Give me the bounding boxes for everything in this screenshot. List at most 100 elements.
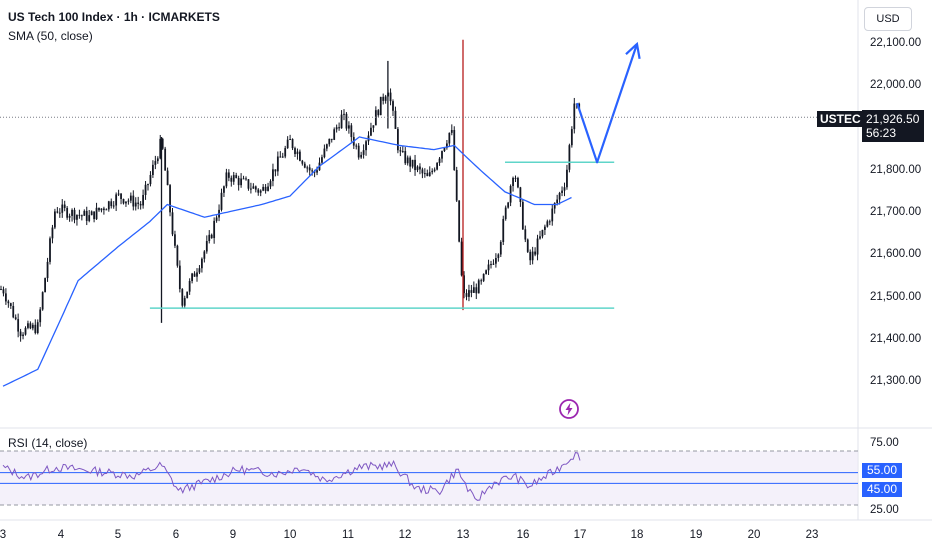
candle <box>475 283 478 300</box>
candle-body <box>164 148 167 171</box>
candle <box>274 169 277 177</box>
candle <box>39 307 42 327</box>
candle-body <box>487 264 490 271</box>
candle-body <box>95 207 98 220</box>
candle <box>374 106 377 126</box>
time-tick-label: 19 <box>689 529 703 541</box>
lightning-icon[interactable] <box>558 398 580 420</box>
candle-body <box>210 234 213 239</box>
candle-body <box>475 287 478 294</box>
candle <box>132 190 135 211</box>
candle-body <box>127 200 130 202</box>
sma-indicator-label[interactable]: SMA (50, close) <box>8 29 93 43</box>
candle-body <box>88 215 91 221</box>
candle-body <box>46 261 49 279</box>
candle-body <box>426 173 429 177</box>
candle <box>482 273 485 283</box>
candle <box>169 184 171 217</box>
candle-body <box>495 257 497 264</box>
candle-body <box>230 177 233 182</box>
candle <box>156 156 159 164</box>
candle-body <box>156 158 159 162</box>
candle <box>107 200 110 212</box>
candle <box>78 209 81 219</box>
candle-body <box>570 129 573 146</box>
candle <box>318 157 321 171</box>
time-tick-label: 5 <box>114 529 122 541</box>
candle <box>399 146 402 157</box>
candle <box>90 210 93 216</box>
candle-body <box>416 166 419 171</box>
candle <box>147 183 149 191</box>
time-tick-label: 9 <box>229 529 237 541</box>
candle-body <box>460 241 463 276</box>
candle <box>58 208 61 218</box>
candle <box>46 257 49 282</box>
candle-body <box>546 221 549 227</box>
candle-body <box>343 113 345 115</box>
candle <box>164 146 167 171</box>
candle <box>490 260 492 269</box>
candle-body <box>142 194 144 206</box>
candle <box>279 151 282 158</box>
candle-body <box>463 275 465 294</box>
candle-body <box>213 220 216 239</box>
candle <box>343 109 345 121</box>
candle-body <box>78 214 81 216</box>
candle-body <box>544 226 546 230</box>
candle-body <box>93 211 95 220</box>
candle-body <box>345 113 348 129</box>
candle-body <box>132 195 135 207</box>
candle-body <box>85 210 88 221</box>
candle <box>460 237 463 277</box>
price-tick-label: 21,400.00 <box>870 332 922 345</box>
candle-body <box>252 186 255 189</box>
candle <box>127 198 130 205</box>
candle <box>517 176 519 189</box>
candle <box>544 224 546 235</box>
candle <box>254 185 257 193</box>
candle <box>436 162 438 171</box>
price-tick-label: 21,700.00 <box>870 206 922 218</box>
candle <box>281 152 284 158</box>
candle <box>541 229 544 239</box>
candle-body <box>512 177 514 187</box>
candle-body <box>553 202 556 209</box>
candle-body <box>63 204 66 208</box>
price-tick-label: 22,100.00 <box>870 37 922 49</box>
candle <box>83 209 86 216</box>
candle <box>443 147 446 153</box>
candle-body <box>316 170 318 173</box>
rsi-band-upper-badge: 55.00 <box>862 463 902 478</box>
candle <box>9 302 12 309</box>
candle-body <box>264 186 267 191</box>
candle <box>56 207 59 214</box>
candle-body <box>80 215 83 217</box>
candle <box>198 265 201 275</box>
currency-selector[interactable]: USD <box>864 7 912 31</box>
candle <box>526 238 529 253</box>
candle-body <box>276 156 279 172</box>
candle <box>120 193 122 205</box>
rsi-line <box>2 452 581 501</box>
candle <box>176 244 179 268</box>
candle <box>529 249 532 265</box>
rsi-indicator-label[interactable]: RSI (14, close) <box>8 436 88 450</box>
candle <box>524 225 527 243</box>
candle <box>240 173 242 188</box>
candle <box>232 171 235 185</box>
price-badge: 21,926.50 56:23 <box>862 110 924 142</box>
candle-body <box>125 201 127 204</box>
rsi-background-band <box>0 451 858 505</box>
candle-body <box>480 280 483 282</box>
candle-body <box>335 127 338 130</box>
candle <box>477 278 480 294</box>
candle-body <box>83 210 86 216</box>
candle <box>499 240 502 258</box>
candle-body <box>357 145 360 158</box>
candle-body <box>365 141 367 151</box>
candle <box>139 201 142 210</box>
candle <box>438 156 441 166</box>
candle <box>88 209 91 223</box>
candle-body <box>355 145 358 147</box>
